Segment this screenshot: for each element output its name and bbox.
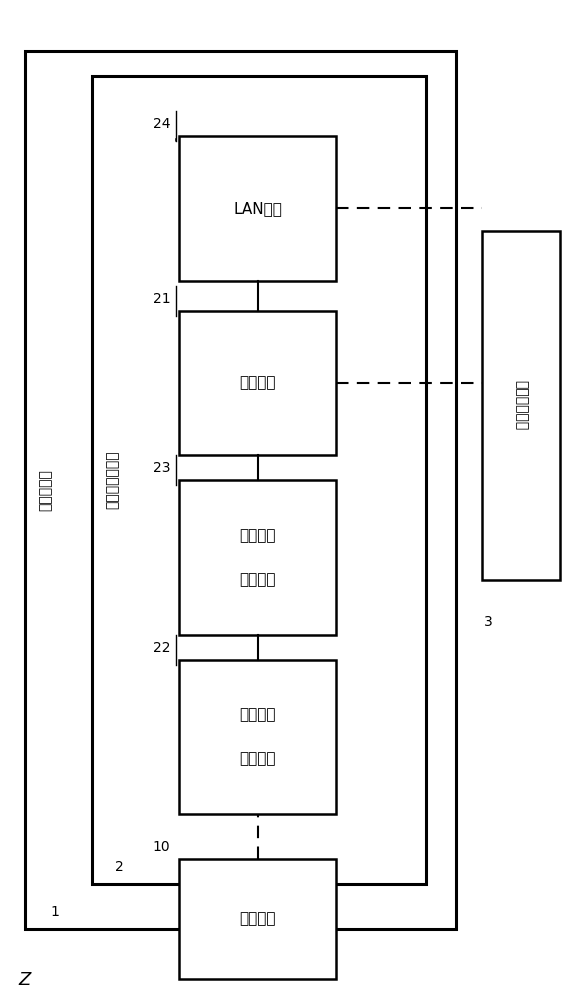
Text: 远端控制单元: 远端控制单元 <box>514 380 528 430</box>
Bar <box>179 136 336 281</box>
Text: 基板管理控制器: 基板管理控制器 <box>105 451 119 509</box>
Text: 3: 3 <box>483 615 492 629</box>
Text: 控制模块: 控制模块 <box>239 375 276 390</box>
Text: 24: 24 <box>153 117 170 131</box>
Bar <box>92 76 426 884</box>
Bar <box>179 859 336 979</box>
Text: LAN界面: LAN界面 <box>233 201 282 216</box>
Text: Z: Z <box>19 971 31 989</box>
Text: 22: 22 <box>153 641 170 655</box>
Bar <box>25 51 456 929</box>
Bar <box>179 311 336 455</box>
Bar <box>179 480 336 635</box>
Bar <box>481 231 560 580</box>
Text: 收发单元: 收发单元 <box>239 751 276 766</box>
Text: 第一数据: 第一数据 <box>239 707 276 722</box>
Text: 23: 23 <box>153 461 170 475</box>
Text: 2: 2 <box>115 860 123 874</box>
Text: 服务器单元: 服务器单元 <box>38 469 52 511</box>
Text: 第二数据: 第二数据 <box>239 528 276 543</box>
Text: 计算模块: 计算模块 <box>239 911 276 926</box>
Text: 1: 1 <box>51 905 60 919</box>
Bar <box>179 660 336 814</box>
Text: 收发单元: 收发单元 <box>239 572 276 587</box>
Text: 10: 10 <box>153 840 170 854</box>
Text: 21: 21 <box>153 292 170 306</box>
